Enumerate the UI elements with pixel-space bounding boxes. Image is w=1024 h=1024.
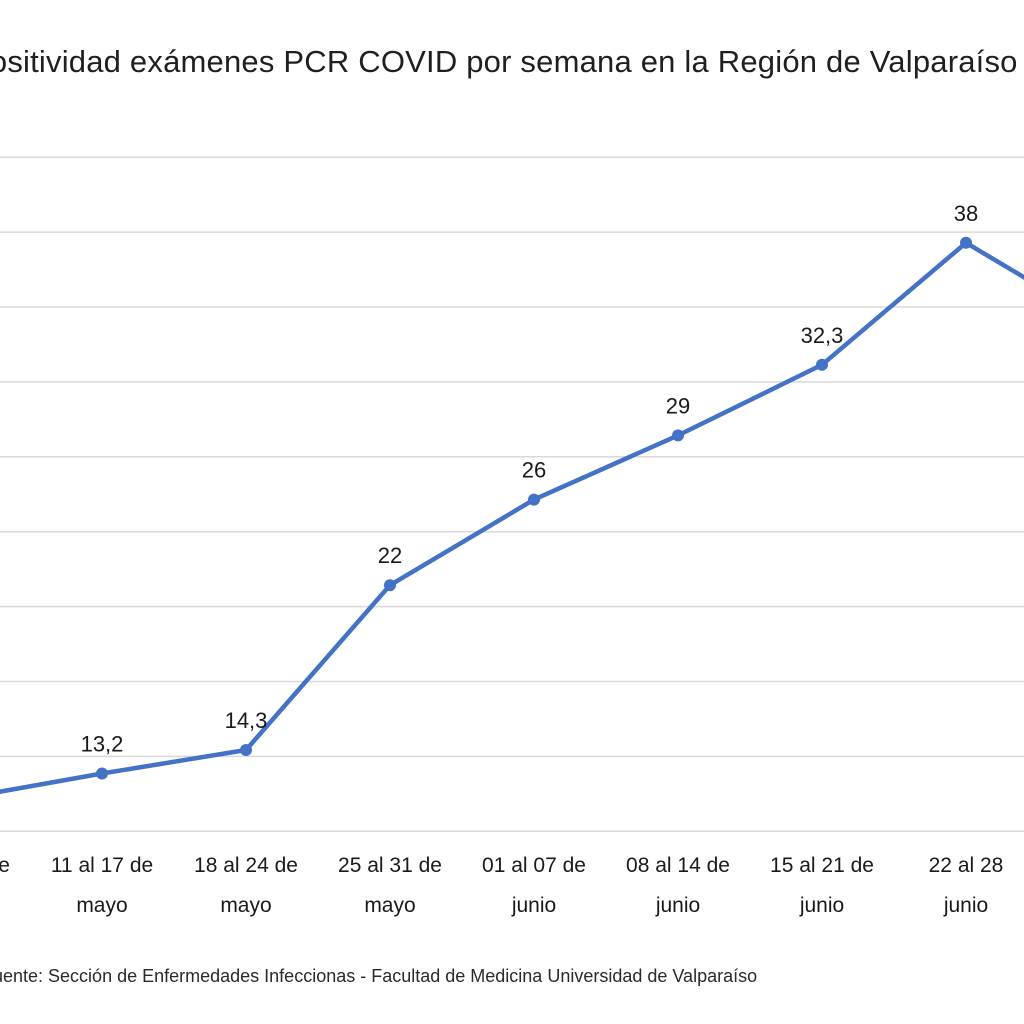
x-tick-label: junio: [655, 894, 700, 917]
x-axis-tick-labels: 04 al 10 de mayo 11 al 17 de mayo 18 al 24 d…: [0, 854, 1003, 917]
x-tick-label: mayo: [220, 894, 271, 917]
data-point: [384, 579, 396, 592]
data-label: 22: [378, 543, 402, 568]
data-labels: 13,2 14,3 22 26 29 32,3 38: [81, 201, 979, 757]
chart-title: Positividad exámenes PCR COVID por seman…: [0, 44, 1018, 79]
x-tick-label: 22 al 28: [929, 854, 1004, 877]
x-tick-label: junio: [799, 894, 844, 917]
x-tick-label: 01 al 07 de: [482, 854, 586, 877]
data-label: 29: [666, 393, 690, 418]
x-tick-label: mayo: [364, 894, 415, 917]
data-label: 38: [954, 201, 978, 226]
x-tick-label: 08 al 14 de: [626, 854, 730, 877]
data-label: 14,3: [225, 708, 268, 733]
data-point: [528, 493, 540, 506]
x-tick-label: 11 al 17 de: [51, 854, 153, 877]
data-point: [672, 429, 684, 442]
x-tick-label: junio: [943, 894, 988, 917]
x-tick-label: 18 al 24 de: [194, 854, 298, 877]
x-tick-label: 25 al 31 de: [338, 854, 442, 877]
data-point: [96, 767, 108, 780]
series-markers: [96, 236, 972, 780]
x-tick-label: junio: [511, 894, 556, 917]
x-tick-label: 15 al 21 de: [770, 854, 874, 877]
data-point: [816, 358, 828, 371]
series-line: [0, 240, 1024, 794]
data-point: [960, 236, 972, 249]
source-note: Fuente: Sección de Enfermedades Infeccio…: [0, 966, 758, 986]
data-label: 26: [522, 458, 546, 483]
gridlines: [0, 156, 1024, 833]
x-tick-label: mayo: [76, 894, 127, 917]
x-tick-label: 04 al 10 de: [0, 854, 10, 877]
data-label: 13,2: [81, 732, 124, 757]
data-point: [240, 743, 252, 756]
data-label: 32,3: [801, 323, 844, 348]
